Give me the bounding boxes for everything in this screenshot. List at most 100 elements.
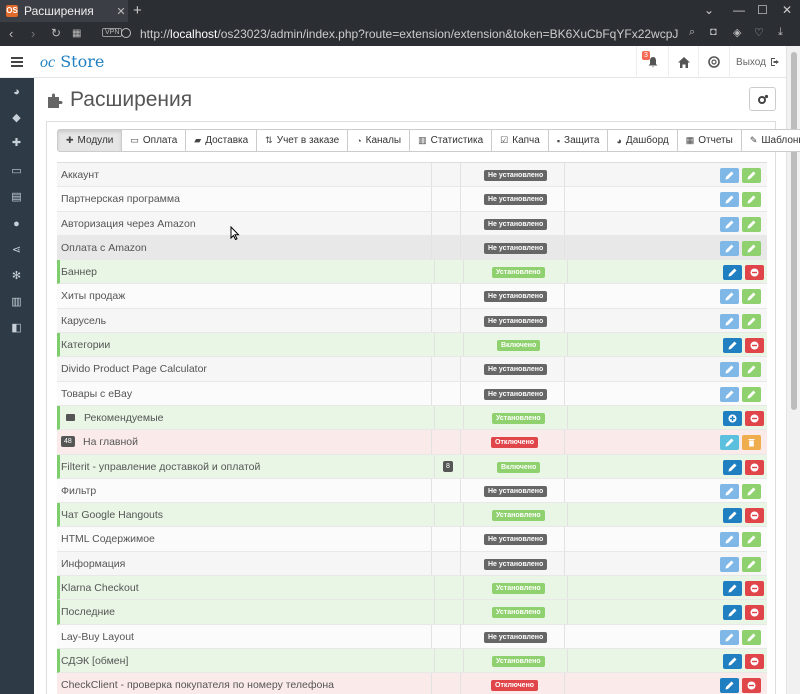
column-divider	[564, 551, 565, 576]
uninstall-button[interactable]	[745, 265, 764, 281]
edit-button[interactable]	[723, 605, 742, 621]
tab-2[interactable]: ▰ Доставка	[186, 130, 258, 151]
edit-button[interactable]	[720, 362, 739, 378]
edit-icon	[728, 463, 737, 472]
browser-tab[interactable]: OS Расширения ✕	[0, 0, 128, 22]
install-button[interactable]	[742, 192, 761, 208]
edit-button[interactable]	[720, 216, 739, 232]
edit-button[interactable]	[723, 653, 742, 669]
edit-button[interactable]	[720, 483, 739, 499]
user-icon[interactable]: ●	[13, 218, 20, 230]
tab-0[interactable]: ✚ Модули	[58, 130, 123, 151]
forward-icon[interactable]: ›	[31, 26, 36, 41]
page-title: Расширения	[70, 88, 193, 111]
uninstall-button[interactable]	[745, 508, 764, 524]
scrollbar-thumb[interactable]	[791, 52, 797, 410]
edit-button[interactable]	[720, 435, 739, 451]
camera-icon[interactable]: ◘	[710, 26, 717, 38]
install-button[interactable]	[742, 532, 761, 548]
install-button[interactable]	[742, 362, 761, 378]
notifications-button[interactable]: 3	[636, 46, 668, 78]
tab-8[interactable]: ◕ Дашборд	[608, 130, 678, 151]
edit-button[interactable]	[723, 265, 742, 281]
edit-button[interactable]	[720, 168, 739, 183]
menu-toggle-button[interactable]	[0, 46, 34, 78]
reload-icon[interactable]: ↻	[51, 26, 62, 40]
delete-button[interactable]	[742, 435, 761, 451]
edit-button[interactable]	[723, 459, 742, 475]
tab-9[interactable]: ▦ Отчеты	[677, 130, 742, 151]
edit-button[interactable]	[720, 556, 739, 572]
settings-button[interactable]	[749, 87, 776, 111]
edit-button[interactable]	[723, 581, 742, 597]
download-icon[interactable]: ⤓	[778, 26, 783, 38]
edit-button[interactable]	[720, 289, 739, 305]
edit-button[interactable]	[720, 532, 739, 548]
speed-dial-icon[interactable]: ▦	[72, 28, 82, 39]
install-button[interactable]	[742, 386, 761, 402]
install-button[interactable]	[742, 240, 761, 256]
admin-header: oc Store 3 Выход	[34, 46, 786, 78]
tab-4[interactable]: ◔ Каналы	[348, 130, 411, 151]
install-button[interactable]	[742, 216, 761, 232]
uninstall-button[interactable]	[745, 338, 764, 354]
window-close-icon[interactable]: ✕	[782, 3, 793, 17]
tab-1[interactable]: ▭ Оплата	[122, 130, 187, 151]
home-button[interactable]	[668, 46, 698, 78]
install-button[interactable]	[742, 483, 761, 499]
shopping-cart-icon[interactable]: ▤	[11, 191, 22, 203]
install-icon	[747, 487, 756, 496]
uninstall-button[interactable]	[742, 678, 761, 694]
edit-button[interactable]	[720, 192, 739, 208]
back-icon[interactable]: ‹	[9, 26, 14, 41]
uninstall-button[interactable]	[745, 459, 764, 475]
logout-button[interactable]: Выход	[729, 46, 786, 78]
edit-button[interactable]	[720, 678, 739, 694]
logo[interactable]: oc Store	[40, 52, 105, 71]
puzzle-icon[interactable]: ✚	[11, 137, 22, 149]
heart-icon[interactable]: ♡	[754, 27, 764, 39]
cube-icon[interactable]: ◧	[11, 322, 22, 334]
column-divider	[564, 308, 565, 333]
desktop-icon[interactable]: ▭	[11, 165, 22, 177]
tab-3[interactable]: ⇅ Учет в заказе	[257, 130, 349, 151]
cog-icon[interactable]: ✻	[11, 270, 22, 282]
vpn-badge[interactable]: VPN	[102, 28, 123, 37]
close-tab-icon[interactable]: ✕	[116, 5, 126, 18]
tab-7[interactable]: ▪ Защита	[548, 130, 609, 151]
edit-button[interactable]	[720, 386, 739, 402]
uninstall-button[interactable]	[745, 581, 764, 597]
site-info-icon[interactable]	[121, 28, 131, 38]
add-module-button[interactable]	[723, 410, 742, 426]
edit-button[interactable]	[723, 508, 742, 524]
maximize-icon[interactable]: ☐	[757, 3, 768, 17]
install-button[interactable]	[742, 629, 761, 645]
search-icon[interactable]: ⌕	[689, 26, 696, 38]
shield-icon[interactable]: ◈	[733, 27, 742, 39]
tab-10[interactable]: ✎Шаблоны	[741, 130, 800, 151]
minimize-icon[interactable]: —	[733, 3, 745, 17]
share-icon[interactable]: ⋖	[11, 244, 22, 256]
edit-button[interactable]	[720, 240, 739, 256]
uninstall-button[interactable]	[745, 410, 764, 426]
install-button[interactable]	[742, 168, 761, 183]
page-scrollbar[interactable]	[786, 46, 800, 694]
bar-chart-icon[interactable]: ▥	[11, 296, 22, 308]
tag-icon[interactable]: ◆	[12, 112, 21, 124]
uninstall-button[interactable]	[745, 605, 764, 621]
tab-5[interactable]: ▥ Статистика	[410, 130, 493, 151]
help-button[interactable]	[698, 46, 729, 78]
edit-button[interactable]	[720, 313, 739, 329]
new-tab-button[interactable]: +	[133, 2, 142, 19]
tab-title: Расширения	[24, 4, 94, 18]
uninstall-button[interactable]	[745, 653, 764, 669]
install-button[interactable]	[742, 289, 761, 305]
tab-6[interactable]: ☑ Капча	[492, 130, 549, 151]
install-button[interactable]	[742, 313, 761, 329]
edit-button[interactable]	[723, 338, 742, 354]
edit-button[interactable]	[720, 629, 739, 645]
install-button[interactable]	[742, 556, 761, 572]
url-field[interactable]: http://localhost/os23023/admin/index.php…	[140, 27, 678, 41]
dashboard-icon[interactable]: ◕	[13, 86, 20, 98]
tab-list-icon[interactable]: ⌄	[704, 3, 715, 17]
